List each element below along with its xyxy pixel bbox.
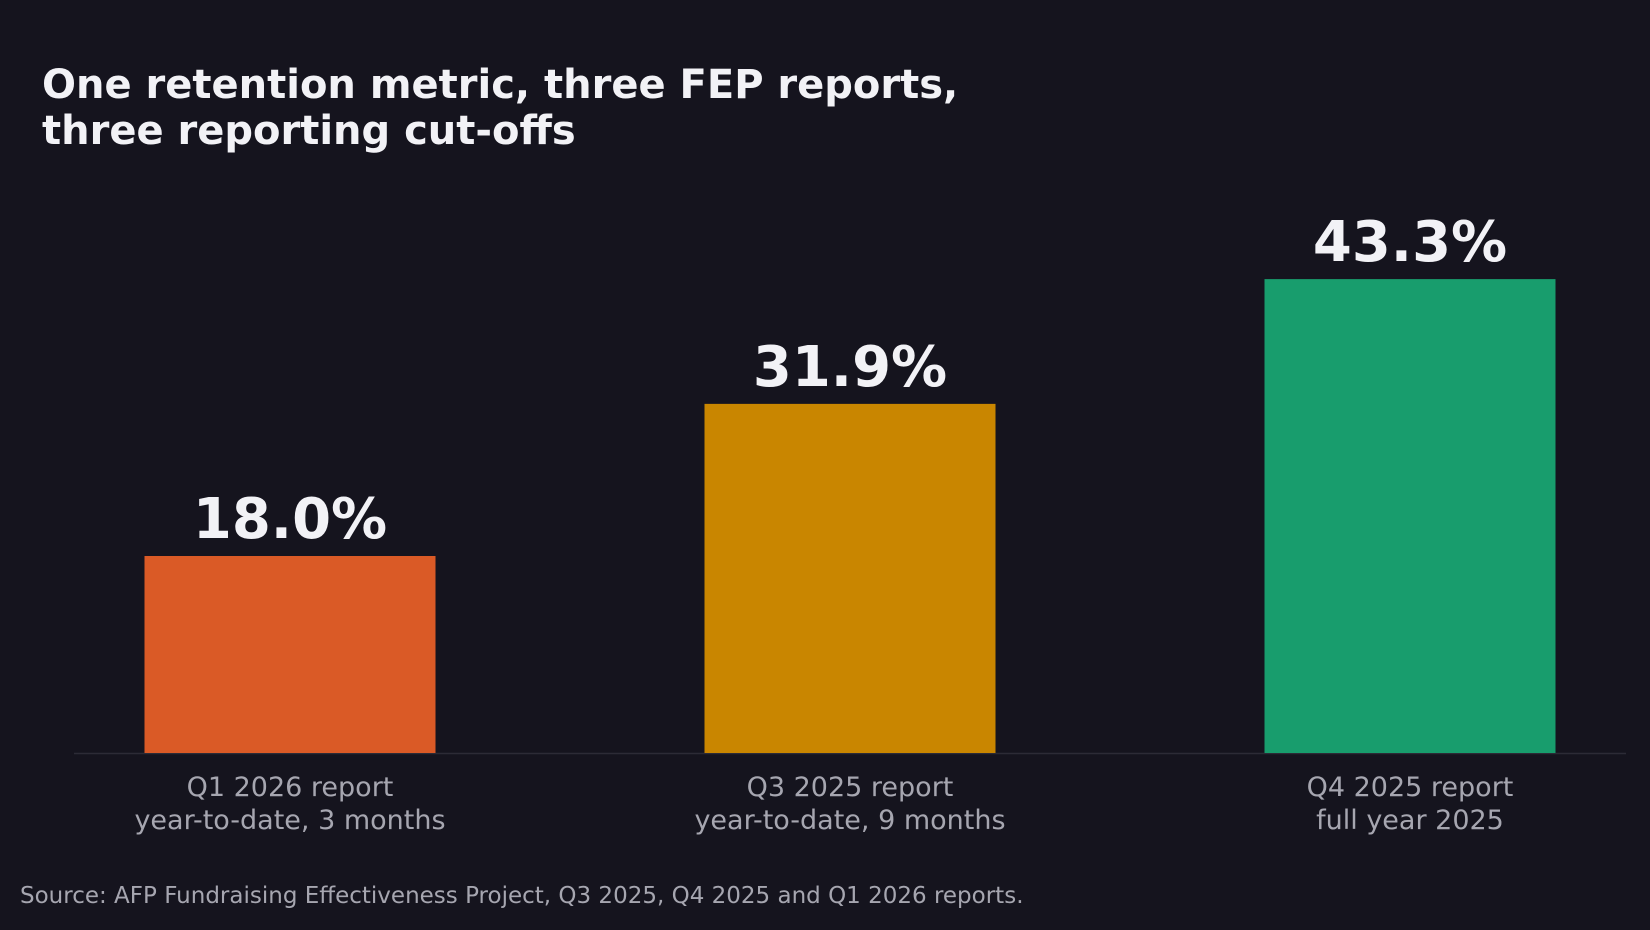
value-label-3: 43.3% bbox=[1313, 210, 1507, 275]
category-label-3-line-2: full year 2025 bbox=[1316, 805, 1504, 836]
category-label-3-line-1: Q4 2025 report bbox=[1307, 772, 1514, 803]
category-label-2-line-2: year-to-date, 9 months bbox=[694, 805, 1005, 836]
chart-title: One retention metric, three FEP reports,… bbox=[42, 62, 959, 154]
category-label-1-line-1: Q1 2026 report bbox=[187, 772, 394, 803]
bar-1 bbox=[144, 556, 436, 753]
value-label-1: 18.0% bbox=[193, 487, 387, 552]
category-label-2-line-1: Q3 2025 report bbox=[747, 772, 954, 803]
bar-2 bbox=[704, 403, 996, 753]
bar-3 bbox=[1264, 279, 1556, 753]
source-note: Source: AFP Fundraising Effectiveness Pr… bbox=[20, 883, 1024, 909]
value-label-2: 31.9% bbox=[753, 335, 947, 400]
category-label-1-line-2: year-to-date, 3 months bbox=[134, 805, 445, 836]
